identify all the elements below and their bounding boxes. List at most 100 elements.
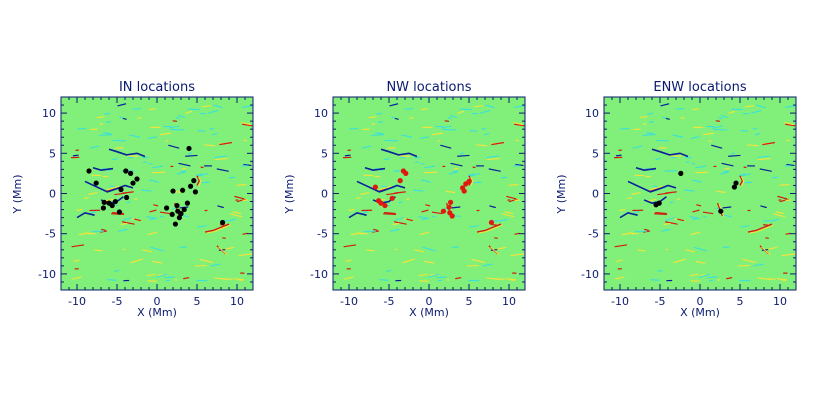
field-fragment [760, 205, 767, 209]
field-fragment [718, 117, 723, 120]
y-tick-label: -10 [581, 268, 599, 281]
field-fragment [513, 105, 525, 108]
field-fragment [111, 213, 125, 215]
field-fragment [654, 212, 667, 215]
field-fragment [762, 142, 776, 146]
field-fragment [169, 125, 180, 129]
field-fragment [394, 217, 405, 221]
field-fragment [786, 163, 795, 167]
field-fragment [785, 123, 796, 127]
negative-flux-lane [635, 167, 657, 171]
location-marker [186, 145, 192, 152]
field-fragment [447, 117, 452, 120]
field-fragment [234, 195, 245, 200]
y-axis-label: Y (Mm) [11, 174, 24, 214]
location-marker [192, 189, 198, 195]
field-fragment [362, 211, 369, 214]
field-fragment [757, 277, 771, 281]
field-fragment [214, 277, 228, 281]
x-tick-label: 5 [466, 295, 473, 308]
field-fragment [669, 201, 674, 204]
field-fragment [371, 133, 385, 137]
field-fragment [660, 103, 670, 107]
field-fragment [786, 139, 791, 142]
x-axis-label: X (Mm) [409, 306, 449, 319]
field-fragment [148, 162, 153, 165]
field-fragment [470, 173, 480, 177]
field-fragment [449, 171, 459, 175]
field-fragment [702, 211, 714, 215]
negative-flux-lane [619, 211, 638, 219]
field-fragment [488, 168, 501, 172]
field-fragment [663, 222, 671, 226]
field-fragment [421, 179, 431, 183]
field-fragment [724, 167, 730, 170]
field-fragment [752, 127, 758, 130]
location-marker [461, 188, 467, 194]
field-fragment [453, 167, 459, 170]
field-fragment [504, 211, 514, 215]
field-fragment [241, 122, 251, 126]
y-tick-label: 5 [49, 147, 56, 160]
negative-flux-lane [627, 180, 677, 193]
field-fragment [482, 263, 493, 267]
field-fragment [689, 273, 699, 277]
location-marker [733, 180, 739, 186]
field-fragment [129, 134, 141, 138]
field-fragment [660, 228, 671, 232]
x-tick-label: 10 [773, 295, 787, 308]
field-fragment [121, 221, 135, 225]
field-fragment [378, 185, 392, 191]
field-fragment [747, 144, 759, 147]
negative-flux-lane [92, 167, 114, 171]
field-fragment [421, 209, 429, 213]
field-fragment [71, 276, 82, 280]
field-fragment [708, 279, 714, 282]
field-fragment [141, 189, 152, 192]
y-tick-label: 0 [49, 188, 56, 201]
field-fragment [431, 211, 443, 215]
location-marker [109, 202, 115, 209]
field-fragment [83, 197, 89, 199]
field-fragment [120, 222, 128, 226]
negative-flux-lane [651, 148, 689, 158]
positive-flux-lane [196, 175, 201, 186]
y-tick-label: -5 [588, 228, 599, 241]
panel-in-locations: IN locations X (Mm) Y (Mm) -10 -5 0 5 10 -10 -… [11, 80, 254, 319]
field-fragment [699, 273, 710, 278]
field-fragment [614, 244, 628, 248]
field-fragment [232, 211, 242, 215]
field-fragment [241, 105, 253, 108]
field-fragment [149, 108, 156, 111]
field-fragment [637, 249, 646, 252]
field-fragment [633, 211, 640, 214]
location-marker [446, 204, 452, 210]
plot-area [604, 97, 796, 290]
field-fragment [711, 144, 723, 149]
field-fragment [514, 232, 520, 235]
field-fragment [486, 155, 499, 159]
location-marker [191, 178, 197, 184]
field-fragment [195, 173, 203, 176]
field-fragment [712, 125, 723, 129]
field-fragment [112, 158, 118, 161]
field-fragment [491, 142, 505, 146]
positive-flux-lane [739, 175, 744, 186]
field-fragment [150, 246, 164, 252]
field-fragment [168, 144, 180, 149]
field-fragment [649, 185, 663, 191]
field-fragment [690, 136, 700, 140]
x-tick-label: -10 [68, 295, 86, 308]
field-fragment [420, 162, 425, 165]
field-fragment [104, 112, 110, 115]
field-fragment [177, 171, 187, 175]
field-fragment [153, 204, 159, 207]
field-fragment [207, 109, 219, 114]
field-fragment [449, 115, 457, 118]
field-fragment [368, 116, 377, 119]
field-fragment [691, 162, 696, 165]
field-fragment [692, 209, 700, 213]
field-fragment [515, 139, 520, 142]
location-marker [382, 202, 388, 209]
field-fragment [117, 228, 128, 232]
